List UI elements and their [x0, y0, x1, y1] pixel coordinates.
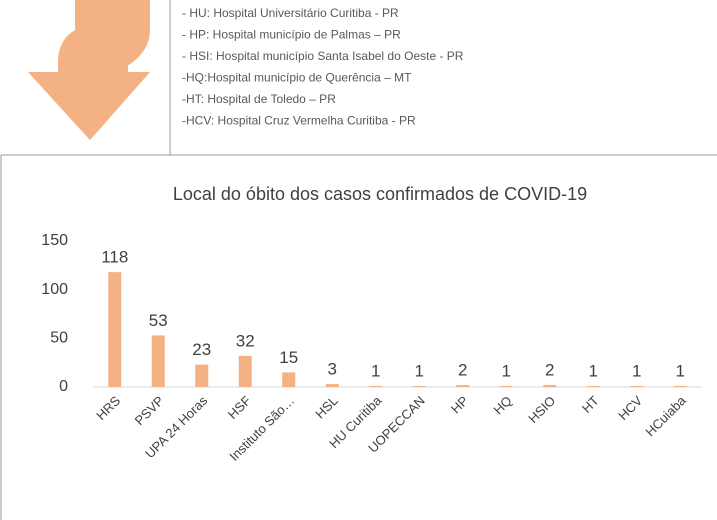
- bar: [108, 272, 122, 387]
- bar: [412, 386, 426, 387]
- data-label: 118: [101, 248, 128, 267]
- data-label: 1: [632, 362, 641, 381]
- data-label: 15: [279, 348, 298, 367]
- bar: [369, 386, 383, 387]
- data-label: 2: [458, 361, 467, 380]
- bar: [195, 364, 209, 387]
- bar: [282, 372, 296, 387]
- y-tick-label: 100: [41, 281, 68, 298]
- bar: [325, 384, 339, 387]
- bar: [456, 385, 470, 387]
- note: - HP: Hospital município de Palmas – PR: [182, 28, 401, 42]
- bar: [151, 335, 165, 387]
- data-label: 3: [328, 360, 337, 379]
- arrow-body: [30, 2, 150, 140]
- data-label: 32: [236, 331, 255, 350]
- data-label: 1: [415, 362, 424, 381]
- data-label: 53: [149, 311, 168, 330]
- data-label: 1: [589, 362, 598, 381]
- data-label: 23: [192, 340, 211, 359]
- bar: [238, 355, 252, 387]
- y-tick-label: 50: [50, 330, 68, 347]
- data-label: 1: [371, 362, 380, 381]
- note: -HT: Hospital de Toledo – PR: [182, 92, 336, 106]
- data-label: 1: [676, 362, 685, 381]
- chart-title: Local do óbito dos casos confirmados de …: [173, 184, 587, 204]
- note: - HU: Hospital Universitário Curitiba - …: [182, 6, 399, 20]
- data-label: 2: [545, 361, 554, 380]
- data-label: 1: [502, 362, 511, 381]
- bar: [673, 386, 687, 387]
- bar: [543, 385, 557, 387]
- bar: [499, 386, 513, 387]
- note: -HCV: Hospital Cruz Vermelha Curitiba - …: [182, 114, 416, 128]
- y-tick-label: 150: [41, 232, 68, 249]
- y-tick-label: 0: [59, 378, 68, 395]
- bar: [630, 386, 644, 387]
- note: -HQ:Hospital município de Querência – MT: [182, 71, 412, 85]
- note: - HSI: Hospital município Santa Isabel d…: [182, 49, 464, 63]
- bar: [586, 386, 600, 387]
